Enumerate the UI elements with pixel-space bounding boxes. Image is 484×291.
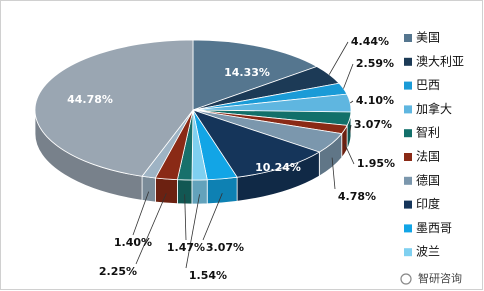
legend-label: 澳大利亚 [416, 54, 464, 68]
leader-line [135, 193, 167, 265]
legend-swatch [404, 105, 412, 114]
data-label: 4.78% [338, 190, 376, 203]
legend-swatch [404, 34, 412, 42]
legend-label: 墨西哥 [416, 221, 452, 235]
pie-slice [192, 109, 321, 178]
leader-line [328, 41, 349, 75]
legend-swatch [404, 176, 412, 185]
legend-label: 印度 [416, 196, 440, 211]
data-label: 1.40% [114, 236, 152, 249]
legend-label: 美国 [416, 31, 440, 45]
leader-line [343, 63, 354, 89]
pie-slice-side [154, 177, 178, 205]
data-label: 4.44% [351, 35, 389, 48]
data-label: 14.33% [224, 66, 270, 79]
legend-swatch [404, 57, 412, 66]
legend-label: 德国 [416, 172, 440, 187]
legend-label: 加拿大 [416, 101, 452, 116]
legend-swatch [404, 224, 412, 233]
legend-swatch [404, 153, 412, 161]
watermark: 智研咨询 [400, 271, 462, 285]
legend-swatch [404, 200, 412, 209]
pie-slice-side [206, 176, 238, 205]
leader-line [184, 194, 187, 241]
legend-swatch [404, 129, 412, 138]
leader-line [344, 143, 355, 165]
leader-line [185, 194, 200, 269]
legend-swatch [404, 81, 412, 90]
leader-line [132, 191, 150, 236]
pie-slice-side [141, 175, 156, 203]
leader-line [349, 100, 354, 104]
data-label: 1.95% [357, 157, 395, 170]
leader-line [349, 124, 352, 134]
data-label: 4.10% [356, 94, 394, 107]
legend-swatch [404, 248, 412, 257]
data-label: 2.25% [99, 265, 137, 278]
watermark-text: 智研咨询 [418, 271, 462, 285]
leader-line [331, 157, 336, 190]
pie-slice-side [191, 179, 208, 205]
legend-label: 波兰 [416, 245, 440, 259]
data-label: 3.07% [354, 118, 392, 131]
data-label: 3.07% [206, 241, 244, 254]
pie-slice [192, 39, 318, 111]
legend-label: 巴西 [416, 78, 440, 92]
data-label: 44.78% [67, 93, 113, 106]
legend-label: 法国 [416, 150, 440, 164]
data-label: 2.59% [356, 57, 394, 70]
data-label: 1.47% [167, 241, 205, 254]
data-label: 10.24% [255, 161, 301, 174]
data-label: 1.54% [189, 269, 227, 282]
leader-line [202, 193, 223, 241]
pie-slice [34, 39, 194, 177]
watermark-icon [400, 273, 412, 285]
legend-label: 智利 [416, 125, 440, 140]
